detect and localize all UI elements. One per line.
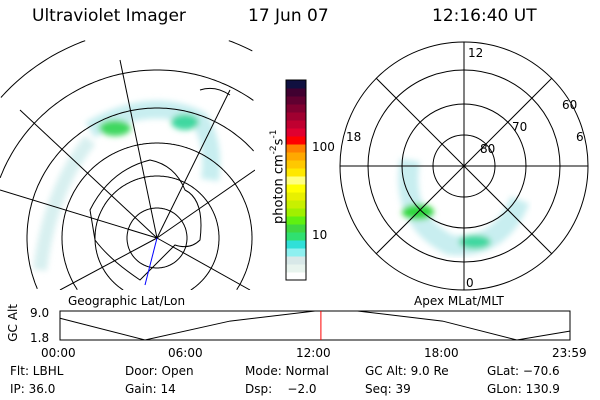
x-tick: 00:00 — [41, 346, 76, 360]
plot-frame — [59, 310, 571, 341]
colorbar-swatch — [286, 168, 306, 177]
y-axis-label: GC Alt — [6, 304, 20, 342]
colorbar-swatch — [286, 128, 306, 137]
latitude-circle — [26, 107, 254, 289]
status-field: Door: Open — [125, 364, 194, 378]
longitude-line — [59, 237, 158, 290]
colorbar-swatch — [286, 80, 306, 89]
gc-alt-plot — [59, 310, 571, 341]
date: 17 Jun 07 — [248, 6, 329, 26]
colorbar — [286, 80, 306, 281]
x-tick: 18:00 — [424, 346, 459, 360]
colorbar-swatch — [286, 200, 306, 209]
colorbar-swatch — [286, 112, 306, 121]
latitude-circle — [94, 175, 220, 290]
geographic-label: Geographic Lat/Lon — [68, 294, 186, 308]
colorbar-swatch — [286, 256, 306, 265]
colorbar-swatch — [286, 88, 306, 97]
status-field: Flt: LBHL — [10, 364, 64, 378]
lat-label-80: 80 — [480, 142, 496, 156]
colorbar-swatch — [286, 96, 306, 105]
colorbar-swatch — [286, 176, 306, 185]
latitude-circle — [0, 40, 86, 98]
mlt-label-12: 12 — [468, 46, 484, 60]
longitude-line — [0, 189, 158, 239]
status-field: IP: 36.0 — [10, 382, 56, 396]
longitude-line — [119, 59, 158, 239]
mlt-label-6: 6 — [576, 130, 584, 144]
colorbar-swatch — [286, 184, 306, 193]
latitude-circle — [0, 69, 254, 178]
colorbar-swatch — [286, 264, 306, 273]
colorbar-swatch — [286, 240, 306, 249]
longitude-line — [156, 89, 231, 239]
coastline — [199, 87, 231, 96]
apex-map — [339, 41, 589, 291]
status-field: Mode: Normal — [245, 364, 329, 378]
status-field: Dsp: −2.0 — [245, 382, 317, 396]
latitude-circle — [228, 40, 253, 52]
mlt-label-0: 0 — [466, 276, 474, 290]
satellite-track — [144, 237, 158, 286]
latitude-circle — [126, 207, 188, 269]
status-field: GC Alt: 9.0 Re — [365, 364, 449, 378]
colorbar-swatch — [286, 224, 306, 233]
status-field: Gain: 14 — [125, 382, 176, 396]
aurora-emission — [33, 100, 221, 271]
colorbar-swatch — [286, 192, 306, 201]
gc-alt-line — [59, 310, 570, 341]
latitude-circle — [236, 238, 253, 290]
lat-label-70: 70 — [512, 120, 528, 134]
latitude-circle — [61, 142, 253, 290]
longitude-line — [19, 109, 158, 239]
colorbar-swatch — [286, 152, 306, 161]
colorbar-swatch — [286, 216, 306, 225]
time: 12:16:40 UT — [432, 6, 537, 26]
status-field: Seq: 39 — [365, 382, 411, 396]
colorbar-swatch — [286, 104, 306, 113]
colorbar-swatch — [286, 120, 306, 129]
colorbar-tick-100: 100 — [312, 140, 335, 154]
longitude-line — [156, 237, 251, 290]
x-tick: 23:59 — [552, 346, 587, 360]
longitude-line — [156, 169, 255, 239]
x-tick: 12:00 — [296, 346, 331, 360]
colorbar-unit: photon cm-2s-1 — [269, 129, 287, 225]
colorbar-tick-10: 10 — [312, 228, 328, 242]
colorbar-swatch — [286, 208, 306, 217]
status-field: GLat: −70.6 — [487, 364, 560, 378]
colorbar-swatch — [286, 160, 306, 169]
antarctica-coastline — [89, 159, 202, 281]
colorbar-swatch — [286, 232, 306, 241]
mlt-label-18: 18 — [346, 130, 362, 144]
instrument-title: Ultraviolet Imager — [32, 6, 186, 26]
colorbar-swatch — [286, 248, 306, 257]
apex-label: Apex MLat/MLT — [414, 294, 504, 308]
geographic-map — [0, 40, 255, 290]
latitude-circle — [190, 238, 220, 290]
x-tick: 06:00 — [168, 346, 203, 360]
y-tick-max: 9.0 — [30, 306, 50, 320]
status-field: GLon: 130.9 — [487, 382, 560, 396]
colorbar-swatch — [286, 272, 306, 281]
colorbar-swatch — [286, 136, 306, 145]
y-tick-min: 1.8 — [30, 331, 50, 345]
lat-label-60: 60 — [562, 98, 578, 112]
colorbar-swatch — [286, 144, 306, 153]
